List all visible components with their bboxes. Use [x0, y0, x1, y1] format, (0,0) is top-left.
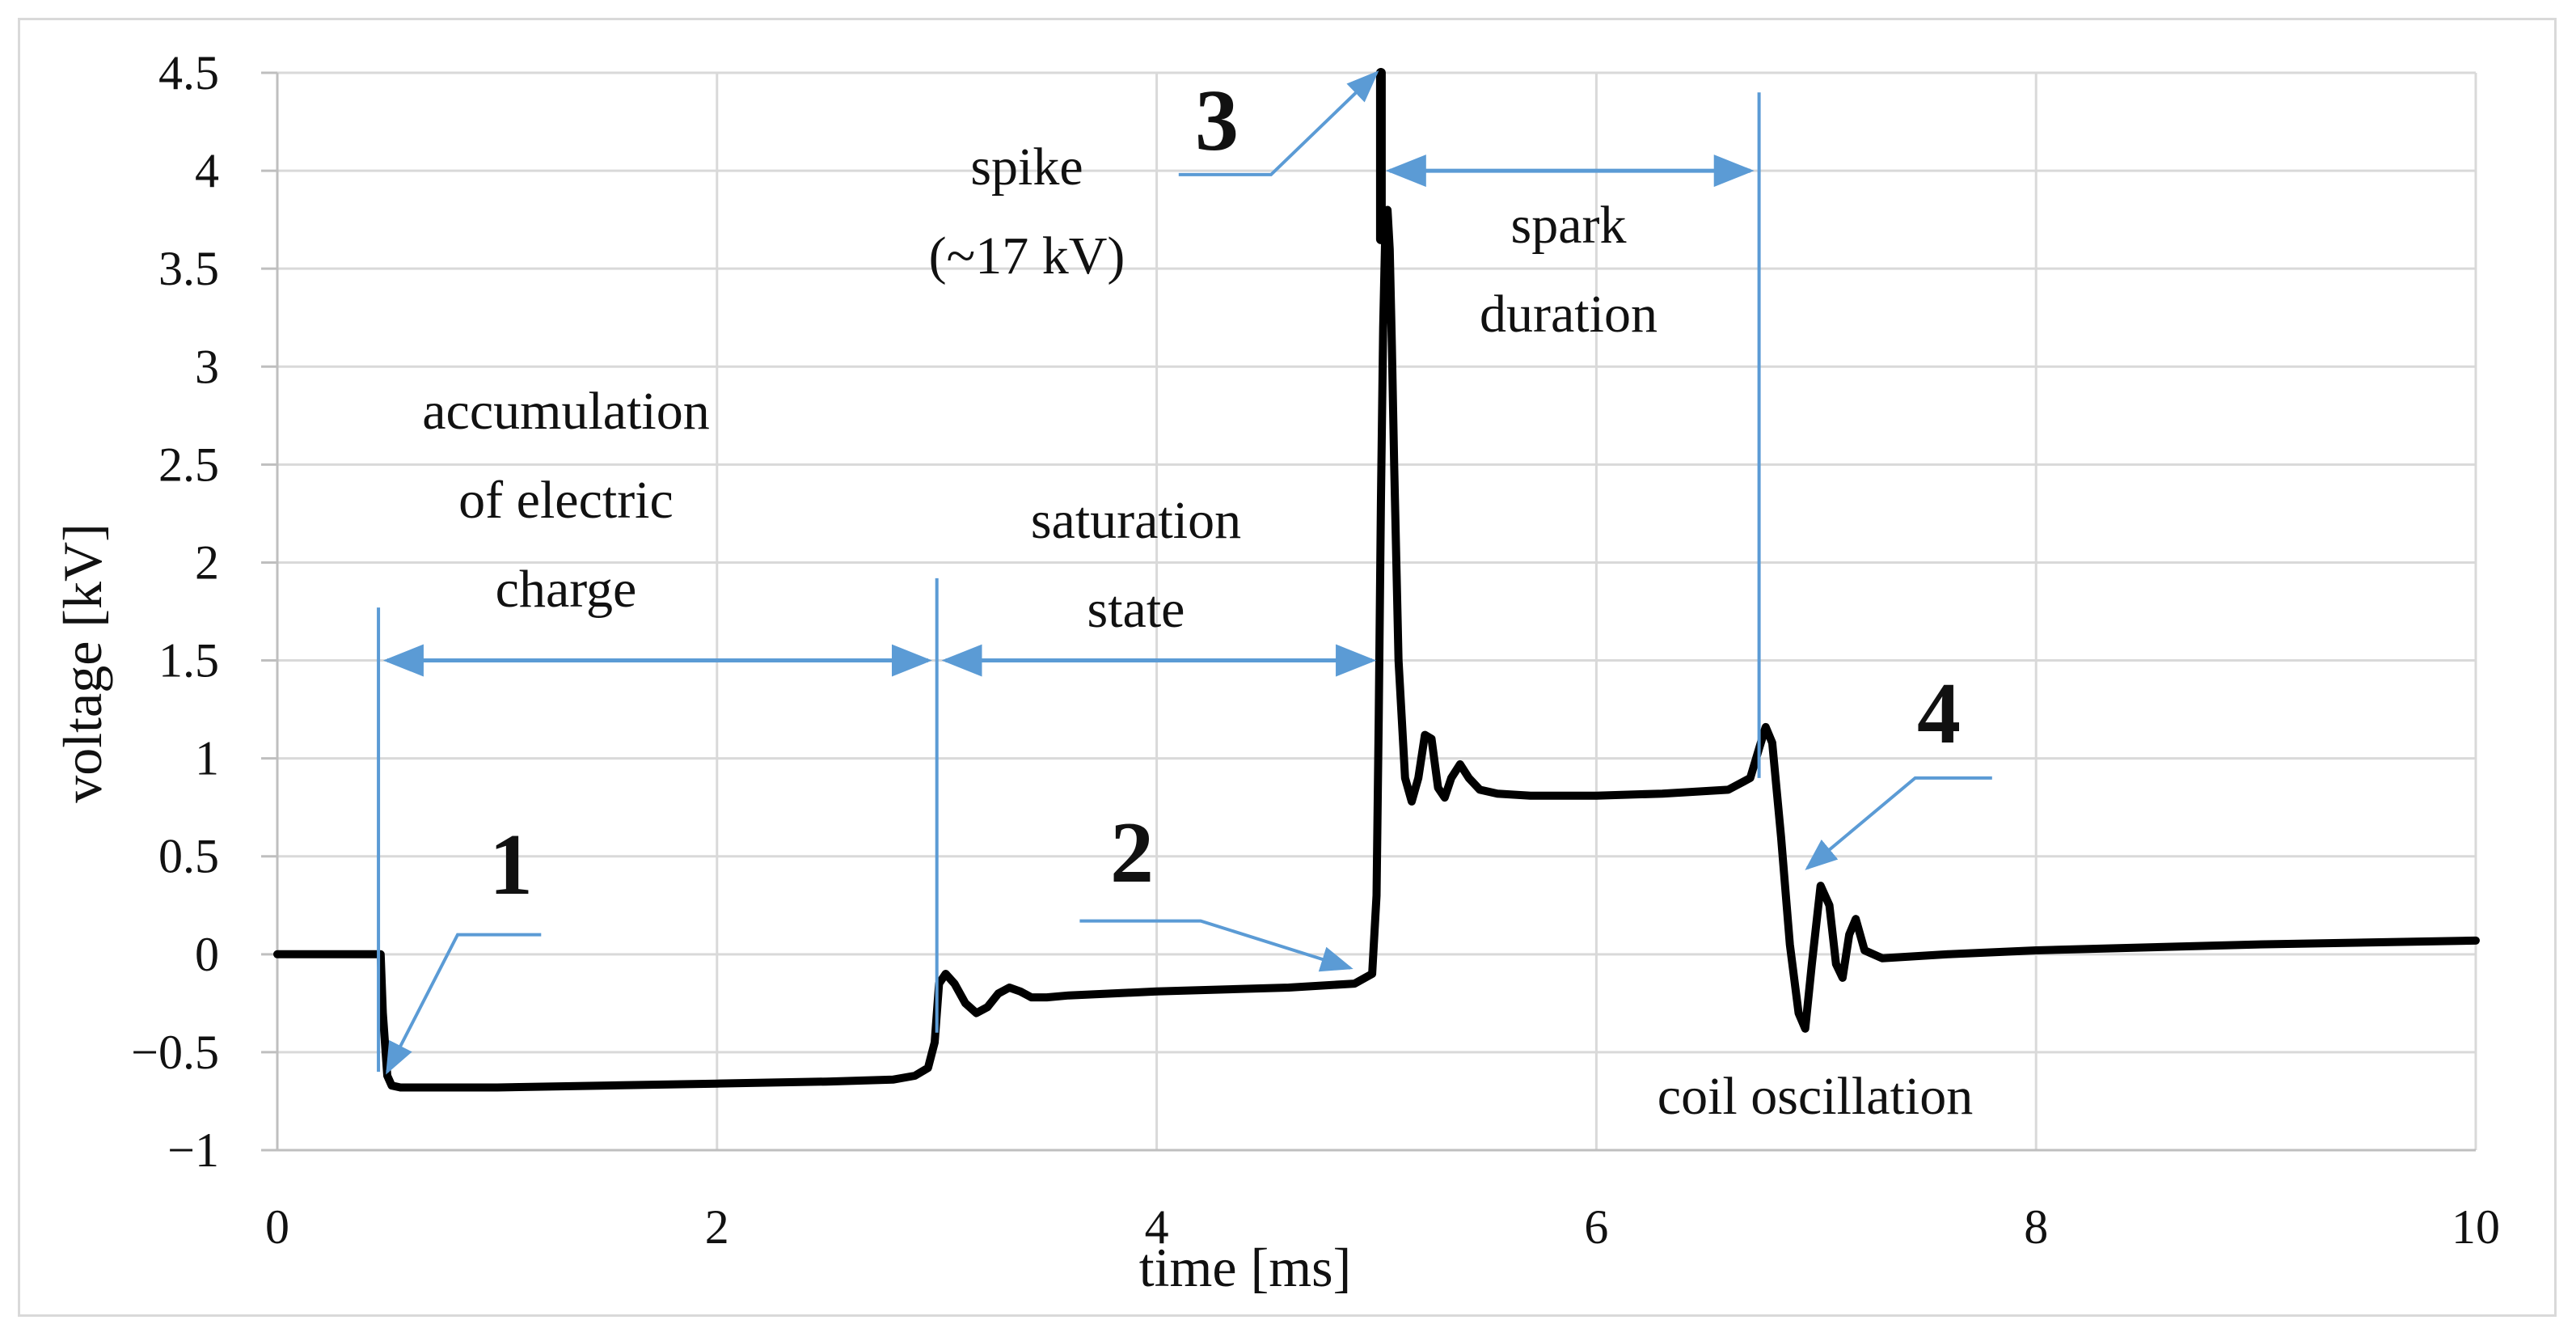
y-tick-label: 4: [195, 144, 219, 197]
annotation-spark-line-2: duration: [1480, 285, 1658, 344]
y-tick-label: 1: [195, 732, 219, 785]
y-tick-label: −0.5: [131, 1026, 219, 1079]
y-axis-title: voltage [kV]: [52, 523, 113, 803]
data-series: [273, 68, 2480, 1092]
x-axis-title: time [ms]: [1139, 1237, 1352, 1298]
y-tick-label: 0.5: [158, 830, 219, 883]
x-tick-label: 8: [2024, 1200, 2048, 1254]
annotation-spike: spike (~17 kV): [929, 138, 1125, 286]
marker-1: 1: [489, 817, 533, 913]
annotation-accumulation-line-1: accumulation: [422, 382, 710, 441]
y-tick-label: 2.5: [158, 438, 219, 491]
chart-frame: [18, 18, 2557, 1317]
y-tick-label: 1.5: [158, 634, 219, 688]
voltage-series-line: [273, 205, 2480, 1092]
annotation-saturation-line-1: saturation: [1031, 491, 1241, 550]
annotation-accumulation: accumulation of electric charge: [422, 382, 710, 619]
annotation-spark-line-1: spark: [1511, 196, 1627, 255]
callout-arrow-4: [1805, 776, 1992, 870]
callout-arrow-1: [386, 933, 542, 1075]
annotation-arrows: [377, 70, 1992, 1075]
y-tick-label: −1: [167, 1123, 219, 1177]
x-tick-label: 0: [265, 1200, 289, 1254]
annotation-spike-line-2: (~17 kV): [929, 226, 1125, 286]
y-tick-label: 3.5: [158, 242, 219, 295]
callout-arrow-2: [1079, 919, 1353, 972]
annotation-accumulation-line-3: charge: [496, 560, 637, 619]
annotation-saturation: saturation state: [1031, 491, 1241, 639]
annotation-spike-line-1: spike: [970, 138, 1083, 197]
y-tick-label: 3: [195, 340, 219, 393]
annotation-saturation-line-2: state: [1087, 580, 1185, 639]
y-tick-label: 0: [195, 928, 219, 981]
x-tick-label: 4: [1145, 1200, 1169, 1254]
y-tick-label: 4.5: [158, 46, 219, 99]
callout-arrow-3: [1178, 70, 1379, 176]
x-tick-label: 10: [2451, 1200, 2500, 1254]
annotation-spark: spark duration: [1480, 196, 1658, 344]
marker-3: 3: [1195, 73, 1239, 169]
annotation-coil-oscillation: coil oscillation: [1658, 1067, 1973, 1126]
axes: [261, 71, 2476, 1152]
marker-2: 2: [1110, 805, 1154, 901]
tick-labels: −1 −0.5 0 0.5 1 1.5 2 2.5 3 3.5 4 4.5 0 2 4 6 8 10: [131, 46, 2500, 1254]
y-tick-label: 2: [195, 535, 219, 589]
annotation-accumulation-line-2: of electric: [458, 471, 674, 530]
x-tick-label: 2: [705, 1200, 729, 1254]
marker-4: 4: [1917, 666, 1961, 762]
x-tick-label: 6: [1584, 1200, 1608, 1254]
